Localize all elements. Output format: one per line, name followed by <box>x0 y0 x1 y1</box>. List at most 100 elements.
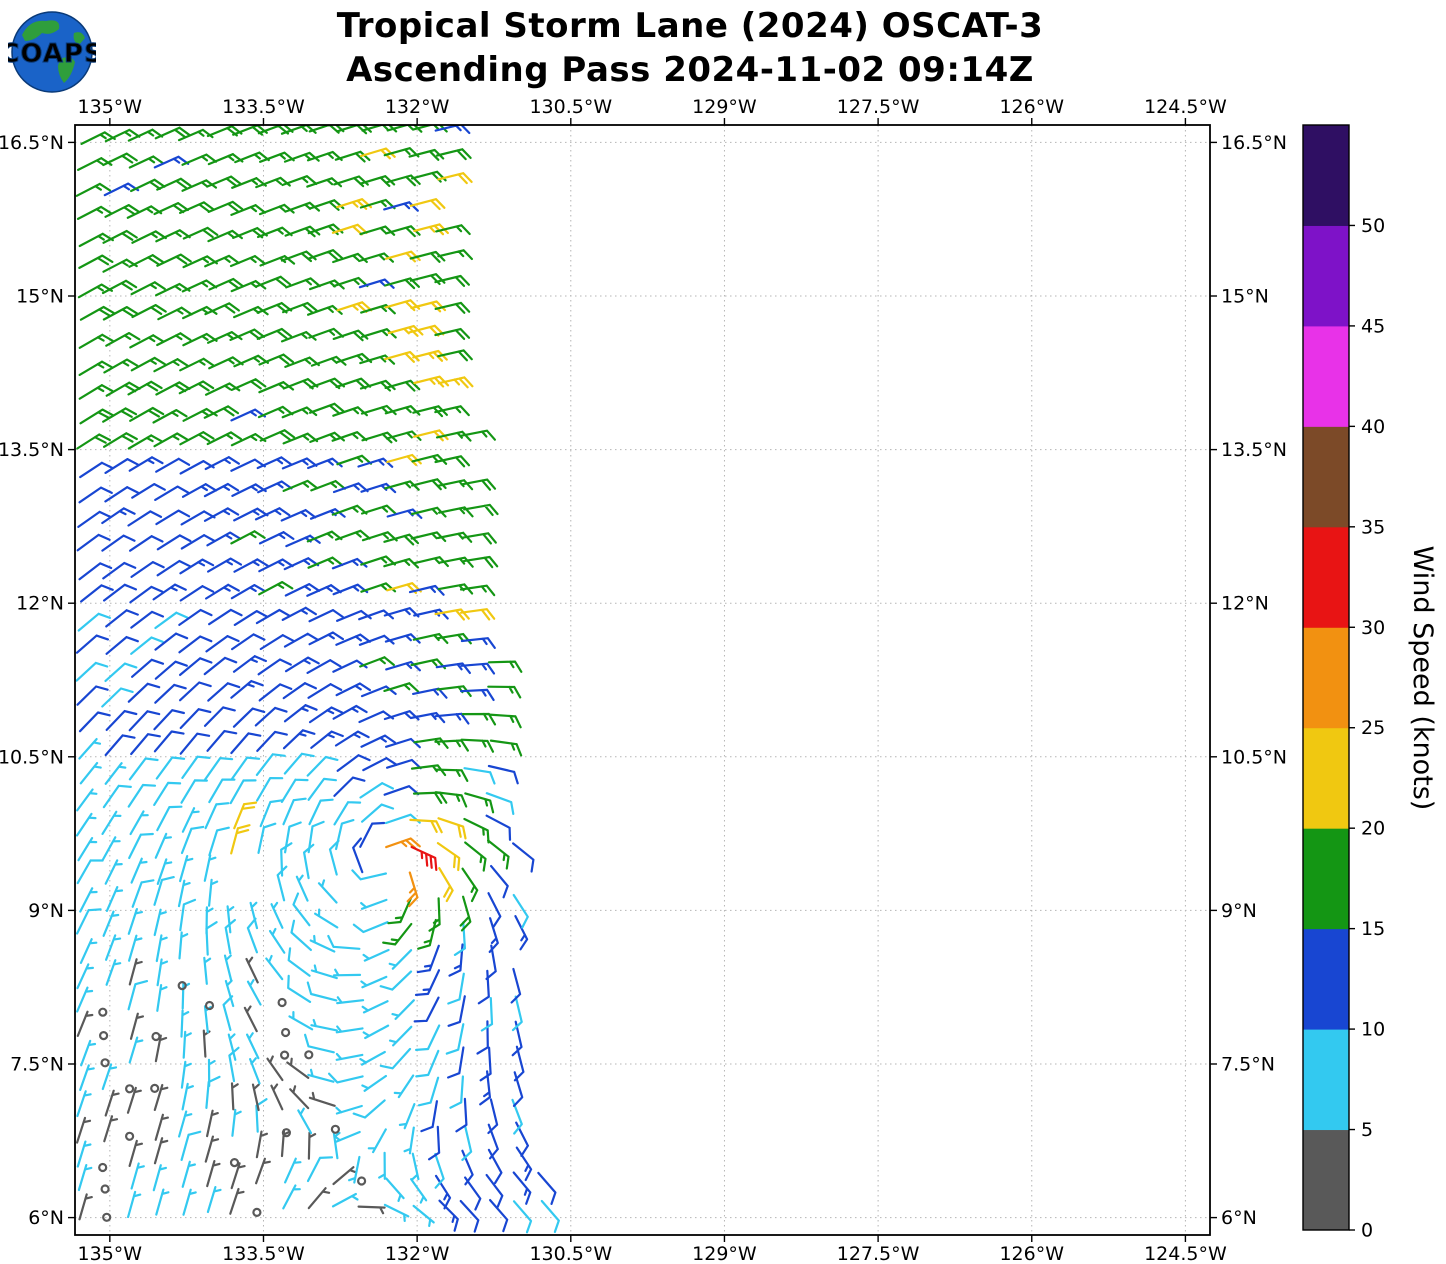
wind-barb <box>307 1131 317 1160</box>
wind-barb <box>156 332 192 347</box>
wind-barb <box>206 730 238 752</box>
wind-barb <box>102 910 120 937</box>
x-axis-tick-label-top: 126°W <box>999 96 1064 118</box>
wind-barb <box>512 1171 532 1205</box>
wind-barb <box>309 934 336 953</box>
wind-barb <box>101 687 134 708</box>
wind-barb <box>204 757 234 781</box>
wind-barb <box>78 486 113 504</box>
wind-barb <box>335 1104 363 1115</box>
wind-barb <box>359 821 386 848</box>
wind-barb <box>231 633 266 651</box>
wind-barb <box>336 454 373 466</box>
wind-barb <box>385 837 421 850</box>
wind-barb <box>485 792 515 815</box>
wind-barb <box>283 151 320 163</box>
wind-barb <box>437 817 467 840</box>
wind-barb <box>204 1135 220 1163</box>
wind-barb <box>379 970 413 991</box>
wind-barb <box>230 732 262 755</box>
wind-barb <box>203 956 212 985</box>
wind-barb <box>511 995 523 1032</box>
wind-barb <box>308 609 344 623</box>
wind-barb <box>202 1029 211 1058</box>
y-axis-tick-label-right: 12°N <box>1221 593 1269 615</box>
wind-barb <box>361 1074 387 1092</box>
wind-barb <box>155 509 191 526</box>
wind-barb <box>306 659 342 674</box>
wind-barb <box>105 381 141 397</box>
wind-barb <box>284 1157 302 1184</box>
wind-barb <box>155 381 191 396</box>
wind-barb <box>206 1109 219 1138</box>
colorbar-segment <box>1303 828 1349 930</box>
wind-barb <box>490 865 509 899</box>
wind-barb <box>437 172 473 185</box>
wind-barb <box>388 1025 413 1047</box>
wind-barb <box>80 584 114 603</box>
wind-barb <box>459 895 472 932</box>
wind-barb <box>129 585 164 604</box>
wind-barb <box>284 821 302 854</box>
logo-text: COAPS <box>8 39 96 69</box>
wind-barb <box>233 305 269 319</box>
colorbar-tick-label: 20 <box>1361 818 1385 840</box>
wind-barb <box>259 429 296 442</box>
wind-barb <box>154 126 191 140</box>
wind-barb <box>359 656 395 668</box>
wind-barb <box>255 176 291 189</box>
wind-barb <box>540 1199 560 1233</box>
wind-barb <box>332 704 368 720</box>
wind-barb <box>78 360 114 376</box>
y-axis-tick-label-left: 9°N <box>28 900 64 922</box>
wind-barb <box>208 878 219 907</box>
colorbar-tick-label: 45 <box>1361 315 1385 337</box>
wind-barb <box>128 934 143 962</box>
wind-barb <box>434 712 470 725</box>
wind-barb <box>79 408 115 425</box>
wind-barb <box>385 250 421 263</box>
wind-barb <box>179 585 215 602</box>
wind-barb <box>307 777 337 801</box>
wind-barb <box>255 275 292 288</box>
wind-barb <box>181 807 200 833</box>
wind-barb <box>359 175 396 187</box>
wind-barb <box>489 739 523 757</box>
wind-barb <box>79 887 98 913</box>
calm-wind-marker <box>281 1128 291 1138</box>
wind-barb <box>153 709 185 731</box>
colorbar-segment <box>1303 627 1349 729</box>
wind-barb <box>156 858 173 885</box>
wind-barb <box>103 583 137 602</box>
wind-barb <box>180 825 205 855</box>
wind-barb <box>256 730 288 752</box>
wind-barb <box>77 1164 93 1192</box>
wind-barb <box>308 631 344 646</box>
wind-barb <box>352 1099 386 1119</box>
landmass-shape <box>58 57 75 83</box>
wind-barb <box>476 1020 489 1055</box>
wind-barb <box>128 832 154 860</box>
calm-wind-marker <box>150 1083 160 1094</box>
wind-barb <box>331 557 368 570</box>
colorbar-tick-label: 25 <box>1361 717 1385 739</box>
wind-barb <box>434 768 469 782</box>
wind-barb <box>487 892 502 928</box>
wind-barb <box>282 729 316 750</box>
wind-barb <box>76 433 111 450</box>
wind-barb <box>180 534 216 550</box>
calm-wind-marker <box>281 1027 291 1038</box>
wind-barb <box>512 1071 524 1107</box>
wind-barb <box>384 405 421 416</box>
wind-barb <box>155 1188 170 1216</box>
wind-barb <box>230 378 267 391</box>
wind-barb <box>153 432 189 448</box>
wind-barb <box>179 708 212 730</box>
wind-barb <box>179 357 215 372</box>
wind-barb <box>128 456 164 472</box>
wind-barb <box>309 431 345 443</box>
wind-barb <box>152 409 188 424</box>
wind-barb <box>352 837 364 874</box>
wind-barb <box>383 201 419 212</box>
colorbar-segment <box>1303 1029 1349 1131</box>
